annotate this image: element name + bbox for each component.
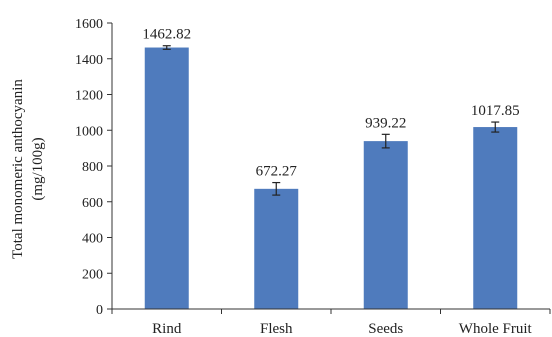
y-tick-label: 1200 xyxy=(75,89,103,104)
data-label: 1462.82 xyxy=(142,27,191,43)
y-tick-label: 1400 xyxy=(75,53,103,68)
bar-rind xyxy=(144,47,189,309)
y-tick-label: 600 xyxy=(82,196,103,211)
data-labels: 1462.82 672.27 939.22 1017.85 xyxy=(142,27,519,180)
data-label: 939.22 xyxy=(365,115,406,131)
error-bar xyxy=(272,181,281,196)
category-label: Whole Fruit xyxy=(459,321,533,337)
y-axis-title: Total monomeric anthocyanin (mg/100g) xyxy=(10,79,46,259)
bars xyxy=(144,47,518,309)
y-axis-title-line-1: Total monomeric anthocyanin xyxy=(10,79,26,259)
y-axis-ticks: 0 200 400 600 800 1000 1200 1400 1600 xyxy=(75,17,551,318)
y-tick-label: 400 xyxy=(82,232,103,247)
y-tick-label: 0 xyxy=(96,303,103,318)
category-label: Rind xyxy=(152,321,182,337)
error-bar xyxy=(162,45,171,50)
bar-whole-fruit xyxy=(473,127,518,309)
data-label: 1017.85 xyxy=(471,103,520,119)
data-label: 672.27 xyxy=(256,164,298,180)
bar-flesh xyxy=(254,188,299,309)
x-axis-labels: Rind Flesh Seeds Whole Fruit xyxy=(152,321,532,337)
y-tick-label: 800 xyxy=(82,160,103,175)
error-bar xyxy=(491,121,500,133)
category-label: Seeds xyxy=(368,321,403,337)
category-label: Flesh xyxy=(260,321,293,337)
y-tick-label: 1000 xyxy=(75,124,103,139)
error-bars xyxy=(162,45,500,196)
y-tick-label: 200 xyxy=(82,267,103,282)
bar-seeds xyxy=(363,141,408,309)
y-axis-title-line-2: (mg/100g) xyxy=(30,137,46,200)
error-bar xyxy=(381,133,390,149)
y-tick-label: 1600 xyxy=(75,17,103,32)
